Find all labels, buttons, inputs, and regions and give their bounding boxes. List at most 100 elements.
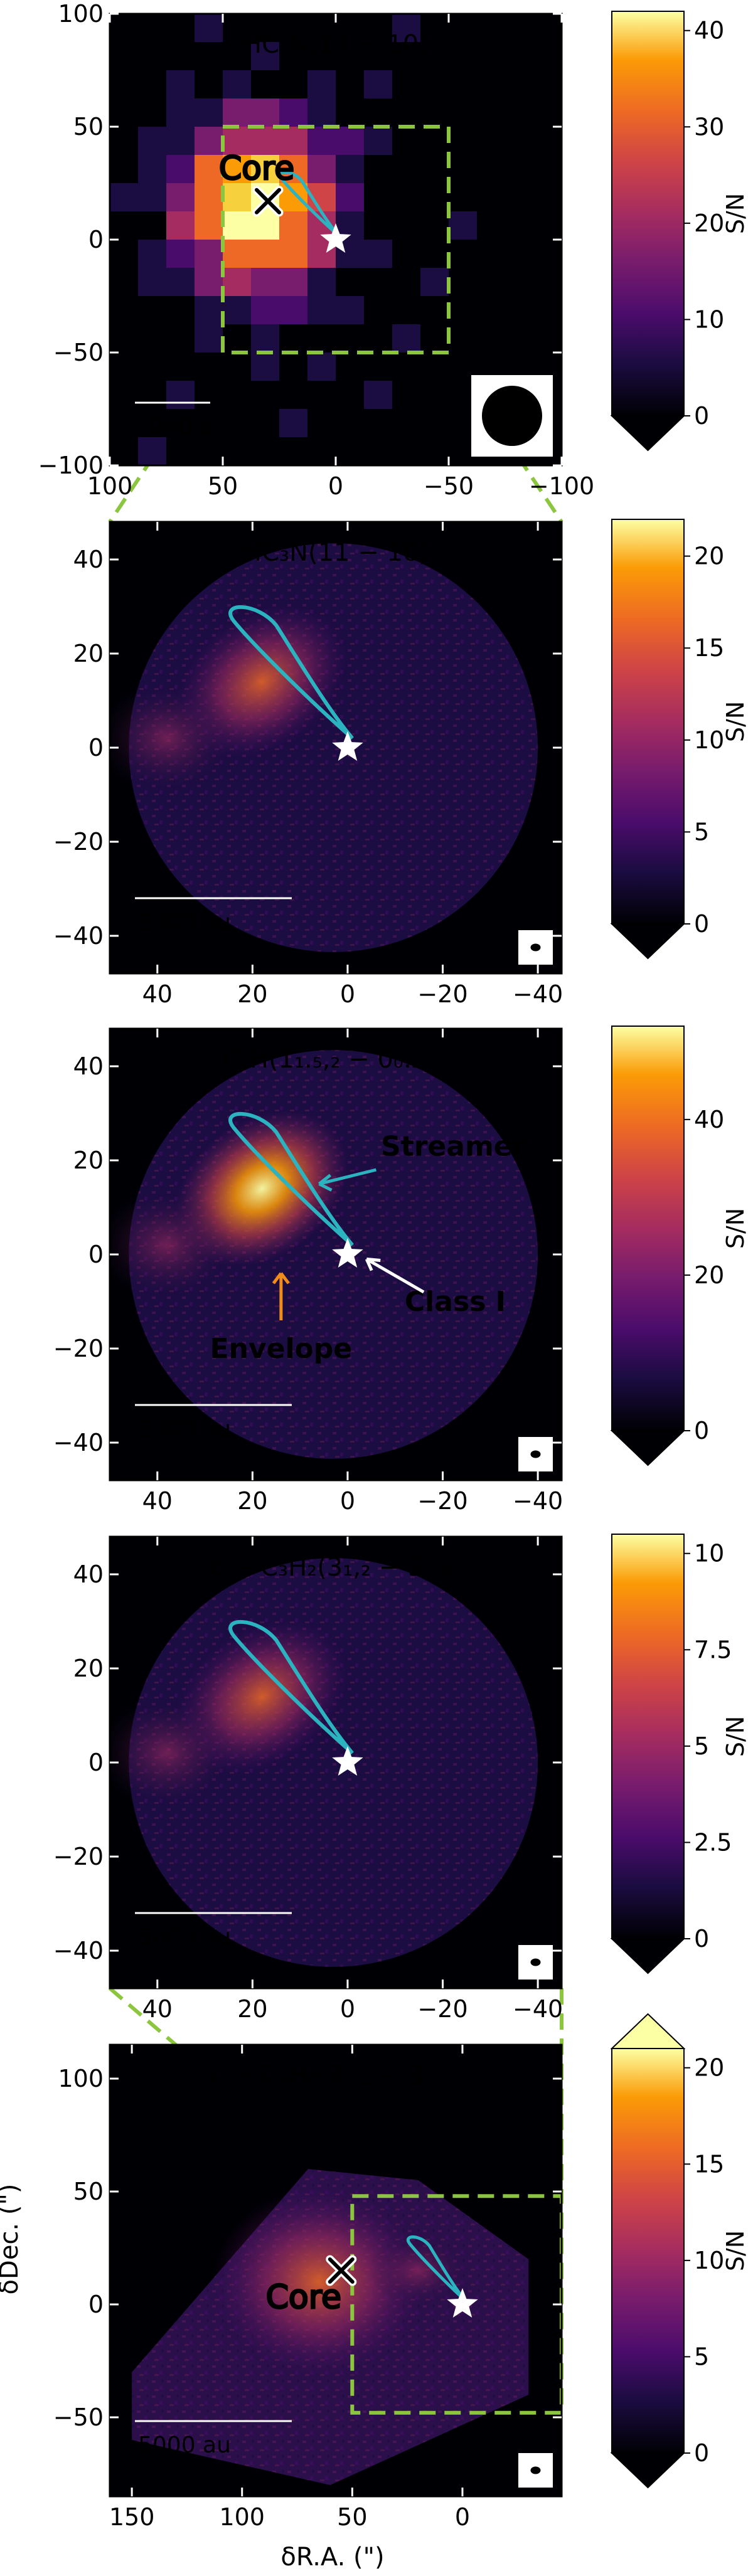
colorbar-extend-min	[610, 1938, 686, 1974]
streamer-arrow	[318, 1168, 377, 1185]
scale-bar: 5000 au	[135, 401, 228, 440]
map-pixel	[364, 183, 393, 212]
colorbar-tick-label: 10	[694, 1540, 724, 1567]
map-pixel	[477, 296, 506, 325]
beam-ellipse	[482, 386, 542, 446]
map-pixel	[477, 268, 506, 297]
colorbar-tick-label: 5	[694, 818, 709, 845]
map-pixel	[364, 155, 393, 184]
map-pixel	[110, 183, 139, 212]
x-tick-label: −40	[513, 980, 563, 1008]
colorbar: 0 5 10 15 20 S/N	[610, 2013, 749, 2489]
map-pixel	[392, 98, 421, 127]
map-pixel	[420, 437, 449, 465]
envelope-emission	[110, 682, 236, 795]
x-tick-label: −50	[424, 472, 474, 500]
map-pixel	[110, 42, 139, 71]
map-pixel	[392, 183, 421, 212]
panel-title: C₂H(1₁.₅,₂ − 0₀.₅,₁)	[222, 1045, 449, 1074]
colorbar-tick-label: 15	[694, 634, 724, 662]
map-pixel	[420, 296, 449, 325]
map-pixel	[364, 211, 393, 240]
map-pixel	[392, 240, 421, 268]
map-pixel	[505, 42, 534, 71]
map-pixel	[195, 268, 223, 297]
map-pixel	[449, 183, 478, 212]
panel-title: c − C₃H₂(3₁,₂ − 3₀,₃)	[210, 1553, 462, 1582]
colorbar-tick-label: 0	[694, 2439, 709, 2467]
map-pixel	[449, 296, 478, 325]
map-pixel	[166, 14, 195, 43]
map-pixel	[279, 240, 308, 268]
map-pixel	[449, 324, 478, 353]
map-pixel	[223, 42, 252, 71]
map-pixel	[166, 381, 195, 410]
colorbar-tick-label: 30	[694, 113, 724, 140]
map-pixel	[364, 42, 393, 71]
axis-ticks: 100 50 0 −50 −100 −100 −50 0 50 100	[38, 0, 595, 500]
map-pixel	[420, 98, 449, 127]
map-pixel	[392, 296, 421, 325]
y-tick-label: 40	[73, 1052, 104, 1080]
colorbar-tick-label: 0	[694, 910, 709, 938]
map-pixel	[392, 211, 421, 240]
map-pixel	[307, 324, 336, 353]
map-pixel	[251, 437, 280, 465]
zoom-box	[221, 125, 451, 354]
map-pixel	[166, 352, 195, 381]
map-pixel	[420, 324, 449, 353]
map-pixel	[251, 381, 280, 410]
x-tick-label: 0	[340, 1487, 355, 1515]
colorbar-gradient	[611, 2048, 685, 2454]
map-pixel	[138, 14, 167, 43]
map-pixel	[420, 70, 449, 99]
map-pixel	[449, 70, 478, 99]
map-pixel	[223, 437, 252, 465]
map-pixel	[195, 409, 223, 438]
envelope-emission	[110, 1697, 236, 1810]
map-pixel	[166, 268, 195, 297]
map-pixel	[110, 296, 139, 325]
y-tick-label: 20	[73, 1655, 104, 1682]
panel-2: HC₃N(11 − 10) 5000 au 40 20 0 −20 −40 −40 −20 0 20…	[53, 519, 749, 1008]
core-marker-icon	[328, 2257, 355, 2284]
map-pixel	[223, 211, 252, 240]
map-pixel	[420, 381, 449, 410]
map-pixel	[279, 183, 308, 212]
map-pixel	[110, 352, 139, 381]
map-pixel	[336, 381, 365, 410]
map-pixel	[477, 127, 506, 156]
beam-ellipse	[530, 1450, 541, 1458]
map-pixel	[195, 183, 223, 212]
map-pixel	[138, 240, 167, 268]
colorbar-tick-label: 15	[694, 2150, 724, 2178]
map-pixel	[392, 409, 421, 438]
core-marker-icon	[255, 188, 281, 215]
map-pixel	[138, 183, 167, 212]
map-pixel	[251, 70, 280, 99]
map-pixel	[364, 127, 393, 156]
map-pixel	[138, 268, 167, 297]
map-pixel	[392, 268, 421, 297]
map-pixel	[392, 42, 421, 71]
y-tick-label: 0	[88, 734, 104, 761]
map-pixel	[223, 409, 252, 438]
map-pixel	[477, 98, 506, 127]
map-pixel	[166, 409, 195, 438]
scale-bar-label: 5000 au	[135, 414, 228, 440]
map-pixel	[223, 70, 252, 99]
map-pixel	[279, 352, 308, 381]
map-pixel	[392, 14, 421, 43]
y-tick-label: 50	[73, 113, 104, 140]
protostar-star-icon	[332, 1746, 363, 1776]
x-tick-label: 20	[237, 980, 267, 1008]
map-pixel	[477, 14, 506, 43]
map-pixel	[477, 155, 506, 184]
map-pixel	[336, 42, 365, 71]
x-tick-label: −40	[513, 1487, 563, 1515]
envelope-label: Envelope	[210, 1333, 353, 1365]
colorbar-gradient	[611, 1026, 685, 1431]
map-pixel	[110, 437, 139, 465]
map-pixel	[223, 127, 252, 156]
